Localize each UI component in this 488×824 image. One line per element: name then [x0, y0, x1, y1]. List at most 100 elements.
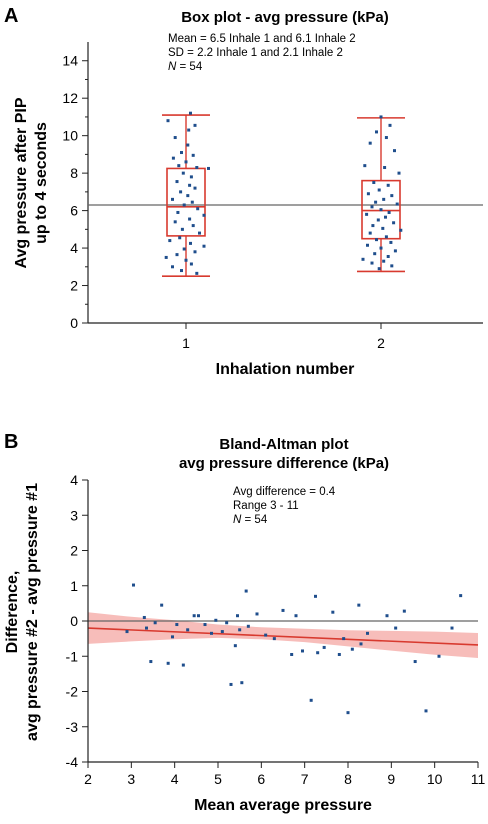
panel-a-data-point [361, 257, 365, 261]
panel-b-data-point [233, 644, 237, 648]
panel-a-data-point [368, 231, 372, 235]
panel-b-data-point [160, 603, 164, 607]
panel-a-data-point [171, 156, 175, 160]
panel-a-data-point [189, 175, 193, 179]
panel-b-x-axis-title: Mean average pressure [194, 797, 372, 814]
panel-b-x-tick-label: 6 [257, 771, 265, 787]
panel-a-data-point [368, 141, 372, 145]
panel-b-data-point [214, 618, 218, 622]
panel-b-data-point [192, 614, 196, 618]
panel-a-y-tick-label: 4 [70, 240, 78, 256]
panel-b-data-point [413, 660, 417, 664]
panel-b-data-point [290, 652, 294, 656]
panel-b-data-point [281, 608, 285, 612]
panel-a-data-point [375, 238, 378, 242]
panel-b-data-point [264, 633, 268, 637]
panel-a-annotation: Mean = 6.5 Inhale 1 and 6.1 Inhale 2 [168, 33, 356, 45]
panel-a-data-point [366, 243, 369, 247]
panel-a-data-point [202, 213, 206, 217]
panel-a-x-axis-title: Inhalation number [216, 361, 355, 378]
panel-a-data-point [166, 119, 170, 123]
panel-a-data-point [366, 192, 370, 196]
panel-a-data-point [175, 180, 179, 184]
panel-b-data-point [394, 626, 398, 630]
panel-a-data-point [393, 249, 397, 253]
panel-a-data-point [377, 188, 381, 192]
panel-a-letter: A [4, 5, 18, 27]
panel-b-x-tick-label: 5 [214, 771, 222, 787]
panel-b-data-point [357, 603, 361, 607]
panel-a-data-point [384, 136, 388, 140]
panel-b-data-point [309, 698, 313, 702]
panel-b-data-point [331, 610, 335, 614]
panel-b-data-point [366, 631, 369, 635]
panel-a-data-point [386, 254, 390, 258]
panel-a-data-point [184, 258, 188, 262]
panel-b-data-point [459, 594, 463, 598]
panel-b-data-point [142, 615, 146, 619]
panel-a-data-point [198, 231, 201, 235]
panel-a-data-point [390, 194, 394, 198]
panel-a-data-point [371, 224, 375, 228]
panel-b-data-point [255, 612, 259, 616]
panel-b-data-point [132, 583, 135, 587]
panel-b-data-point [240, 681, 244, 685]
panel-a-data-point [381, 226, 385, 230]
panel-b-y-tick-label: 0 [70, 613, 78, 629]
panel-a-data-point [188, 217, 192, 221]
panel-b-data-point [350, 647, 354, 651]
panel-b-data-point [166, 661, 170, 665]
panel-a-data-point [186, 194, 190, 198]
panel-b-data-point [322, 645, 326, 649]
panel-b-y-tick-label: 1 [70, 578, 78, 594]
panel-b-x-tick-label: 10 [427, 771, 443, 787]
panel-b-confidence-band [88, 612, 478, 658]
panel-a-data-point [370, 205, 374, 209]
panel-a-data-point [189, 111, 192, 115]
panel-b-data-point [359, 642, 363, 646]
panel-a-data-point [173, 136, 177, 140]
panel-b-title-line: avg pressure difference (kPa) [179, 455, 389, 472]
panel-a-y-axis-title-line: up to 4 seconds [33, 122, 50, 244]
panel-a-y-tick-label: 6 [70, 203, 78, 219]
annotation-n-symbol: N [168, 61, 177, 73]
panel-a-data-point [390, 264, 394, 268]
panel-a-data-point [193, 250, 197, 254]
panel-b-data-point [236, 614, 239, 618]
panel-a-data-point [188, 183, 192, 187]
panel-a-data-point [392, 221, 396, 225]
panel-b-data-point [246, 624, 250, 628]
panel-a-data-point [377, 267, 381, 271]
panel-b-y-axis-title-line: Difference, [4, 571, 21, 654]
panel-b-x-tick-label: 3 [127, 771, 135, 787]
panel-a-y-tick-label: 10 [62, 128, 78, 144]
panel-a-data-point [177, 164, 181, 168]
panel-b-x-tick-label: 9 [387, 771, 395, 787]
panel-b-y-tick-label: 2 [70, 543, 78, 559]
panel-b-data-point [181, 663, 185, 667]
panel-a-data-point [168, 239, 172, 243]
panel-b-data-point [210, 631, 213, 635]
panel-a-data-point [376, 218, 380, 222]
panel-b-data-point [337, 652, 341, 656]
panel-a-data-point [171, 197, 174, 201]
panel-b-y-tick-label: 4 [70, 472, 78, 488]
panel-b-data-point [186, 628, 190, 632]
panel-a-y-tick-label: 0 [70, 315, 78, 331]
panel-a-data-point [181, 171, 185, 175]
panel-a-y-tick-label: 2 [70, 278, 78, 294]
panel-b-x-tick-label: 8 [344, 771, 352, 787]
panel-a-data-point [191, 224, 195, 228]
panel-a-data-point [190, 200, 194, 204]
panel-b-x-tick-label: 11 [471, 771, 486, 787]
panel-b-data-point [385, 614, 389, 618]
panel-a-data-point [379, 246, 383, 250]
panel-b-regression-line [87, 627, 479, 646]
panel-a-y-axis-title-line: Avg pressure after PIP [13, 97, 30, 268]
panel-a-data-point [191, 153, 195, 157]
panel-a-data-point [195, 271, 199, 275]
panel-a-x-tick-label: 1 [182, 335, 190, 351]
panel-a-data-point [363, 164, 367, 168]
panel-a-data-point [173, 220, 177, 224]
